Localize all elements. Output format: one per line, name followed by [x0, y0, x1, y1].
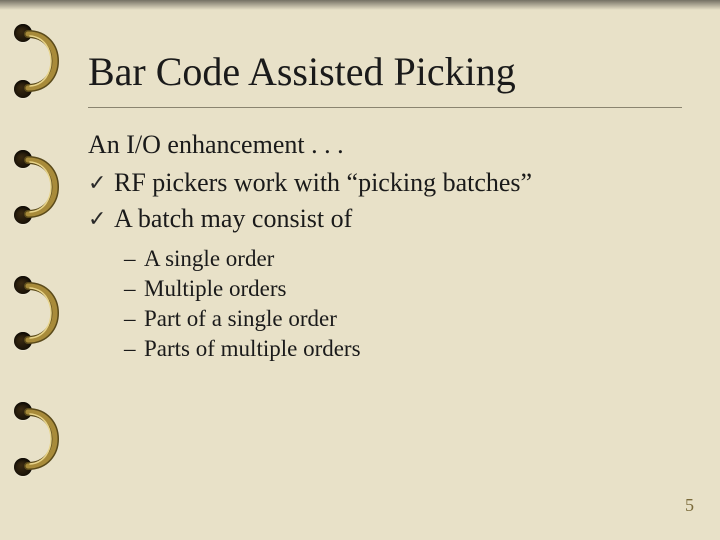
binding-ring	[24, 406, 66, 472]
dash-icon: –	[124, 276, 144, 302]
slide-subtitle: An I/O enhancement . . .	[88, 130, 682, 160]
bullet-text: Multiple orders	[144, 276, 286, 302]
binding-ring	[24, 28, 66, 94]
slide-top-shadow	[0, 0, 720, 10]
bullet-text: A single order	[144, 246, 274, 272]
checkmark-icon: ✓	[88, 204, 114, 234]
bullet-text: Parts of multiple orders	[144, 336, 361, 362]
bullet-level2: – A single order	[88, 246, 682, 272]
binding-ring	[24, 154, 66, 220]
bullet-level2: – Parts of multiple orders	[88, 336, 682, 362]
checkmark-icon: ✓	[88, 168, 114, 198]
dash-icon: –	[124, 336, 144, 362]
dash-icon: –	[124, 306, 144, 332]
dash-icon: –	[124, 246, 144, 272]
bullet-level1: ✓ A batch may consist of	[88, 204, 682, 234]
binding-ring	[24, 280, 66, 346]
slide-content: Bar Code Assisted Picking An I/O enhance…	[88, 48, 682, 366]
bullet-level1: ✓ RF pickers work with “picking batches”	[88, 168, 682, 198]
notebook-binding	[14, 0, 74, 540]
bullet-level2: – Multiple orders	[88, 276, 682, 302]
sub-bullet-block: – A single order – Multiple orders – Par…	[88, 246, 682, 362]
bullet-text: A batch may consist of	[114, 204, 352, 234]
page-number: 5	[685, 495, 694, 516]
bullet-level2: – Part of a single order	[88, 306, 682, 332]
slide-title: Bar Code Assisted Picking	[88, 48, 682, 108]
bullet-text: Part of a single order	[144, 306, 337, 332]
bullet-text: RF pickers work with “picking batches”	[114, 168, 532, 198]
